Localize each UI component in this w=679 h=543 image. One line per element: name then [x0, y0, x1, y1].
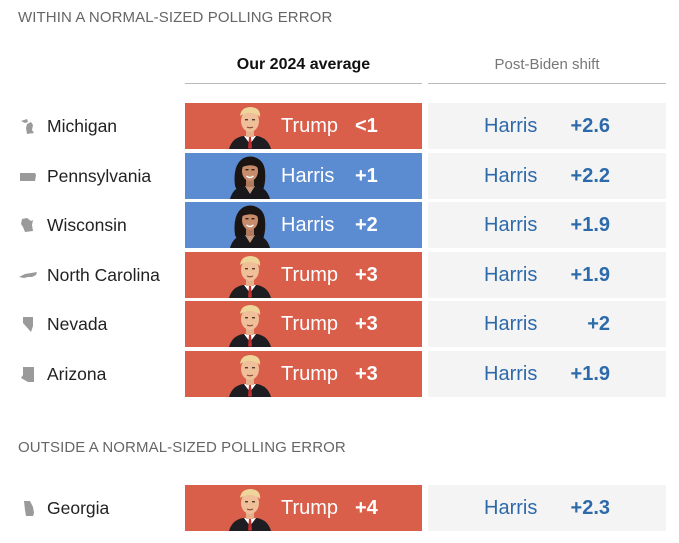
table-row: Pennsylvania Harris +1 Harris +2.2 [0, 153, 679, 199]
shift-candidate: Harris [484, 363, 538, 385]
state-name: Nevada [47, 313, 108, 334]
average-margin: +3 [355, 313, 378, 335]
average-candidate: Trump [281, 264, 339, 286]
table-row: Michigan Trump <1 Harris +2.6 [0, 103, 679, 149]
header-average: Our 2024 average [185, 55, 422, 84]
shift-candidate: Harris [484, 115, 538, 137]
shift-margin: +2 [587, 313, 610, 335]
state-label: Michigan [18, 103, 117, 149]
table-row: Wisconsin Harris +2 Harris +1.9 [0, 202, 679, 248]
wisconsin-icon [18, 215, 38, 235]
table-row: North Carolina Trump +3 Harris +1.9 [0, 252, 679, 298]
state-name: Pennsylvania [47, 165, 152, 186]
shift-cell: Harris +2.2 [428, 153, 666, 199]
state-label: Nevada [18, 301, 107, 347]
table-row: Georgia Trump +4 Harris +2.3 [0, 485, 679, 531]
average-cell: Trump <1 [185, 103, 422, 149]
shift-cell: Harris +2.3 [428, 485, 666, 531]
pennsylvania-icon [18, 166, 38, 186]
shift-margin: +2.2 [570, 165, 610, 187]
trump-portrait-icon [227, 352, 273, 397]
shift-candidate: Harris [484, 214, 538, 236]
shift-candidate: Harris [484, 497, 538, 519]
section-label-within: WITHIN A NORMAL-SIZED POLLING ERROR [18, 9, 333, 26]
average-cell: Trump +3 [185, 351, 422, 397]
shift-cell: Harris +1.9 [428, 202, 666, 248]
average-candidate: Trump [281, 497, 339, 519]
shift-cell: Harris +1.9 [428, 351, 666, 397]
state-label: North Carolina [18, 252, 160, 298]
georgia-icon [18, 498, 38, 518]
shift-candidate: Harris [484, 264, 538, 286]
average-cell: Harris +2 [185, 202, 422, 248]
table-row: Nevada Trump +3 Harris +2 [0, 301, 679, 347]
state-name: Michigan [47, 115, 118, 136]
average-cell: Trump +4 [185, 485, 422, 531]
shift-margin: +2.6 [570, 115, 610, 137]
average-candidate: Trump [281, 313, 339, 335]
average-margin: <1 [355, 115, 378, 137]
michigan-icon [18, 116, 38, 136]
average-cell: Trump +3 [185, 301, 422, 347]
trump-portrait-icon [227, 486, 273, 531]
average-candidate: Harris [281, 214, 335, 236]
state-name: Wisconsin [47, 214, 127, 235]
average-margin: +4 [355, 497, 378, 519]
state-label: Arizona [18, 351, 106, 397]
shift-candidate: Harris [484, 313, 538, 335]
state-label: Wisconsin [18, 202, 127, 248]
average-candidate: Harris [281, 165, 335, 187]
average-candidate: Trump [281, 363, 339, 385]
table-row: Arizona Trump +3 Harris +1.9 [0, 351, 679, 397]
trump-portrait-icon [227, 302, 273, 347]
shift-margin: +1.9 [570, 363, 610, 385]
shift-margin: +1.9 [570, 214, 610, 236]
average-candidate: Trump [281, 115, 339, 137]
average-margin: +3 [355, 363, 378, 385]
average-margin: +1 [355, 165, 378, 187]
harris-portrait-icon [227, 203, 273, 248]
average-cell: Trump +3 [185, 252, 422, 298]
shift-cell: Harris +2 [428, 301, 666, 347]
average-margin: +2 [355, 214, 378, 236]
state-label: Georgia [18, 485, 109, 531]
trump-portrait-icon [227, 104, 273, 149]
arizona-icon [18, 364, 38, 384]
shift-margin: +1.9 [570, 264, 610, 286]
nevada-icon [18, 314, 38, 334]
section-label-outside: OUTSIDE A NORMAL-SIZED POLLING ERROR [18, 439, 346, 456]
state-label: Pennsylvania [18, 153, 151, 199]
trump-portrait-icon [227, 253, 273, 298]
shift-margin: +2.3 [570, 497, 610, 519]
north-carolina-icon [18, 265, 38, 285]
shift-candidate: Harris [484, 165, 538, 187]
header-shift: Post-Biden shift [428, 55, 666, 84]
average-cell: Harris +1 [185, 153, 422, 199]
average-margin: +3 [355, 264, 378, 286]
state-name: Georgia [47, 497, 110, 518]
harris-portrait-icon [227, 154, 273, 199]
shift-cell: Harris +1.9 [428, 252, 666, 298]
state-name: North Carolina [47, 264, 160, 285]
shift-cell: Harris +2.6 [428, 103, 666, 149]
state-name: Arizona [47, 363, 107, 384]
